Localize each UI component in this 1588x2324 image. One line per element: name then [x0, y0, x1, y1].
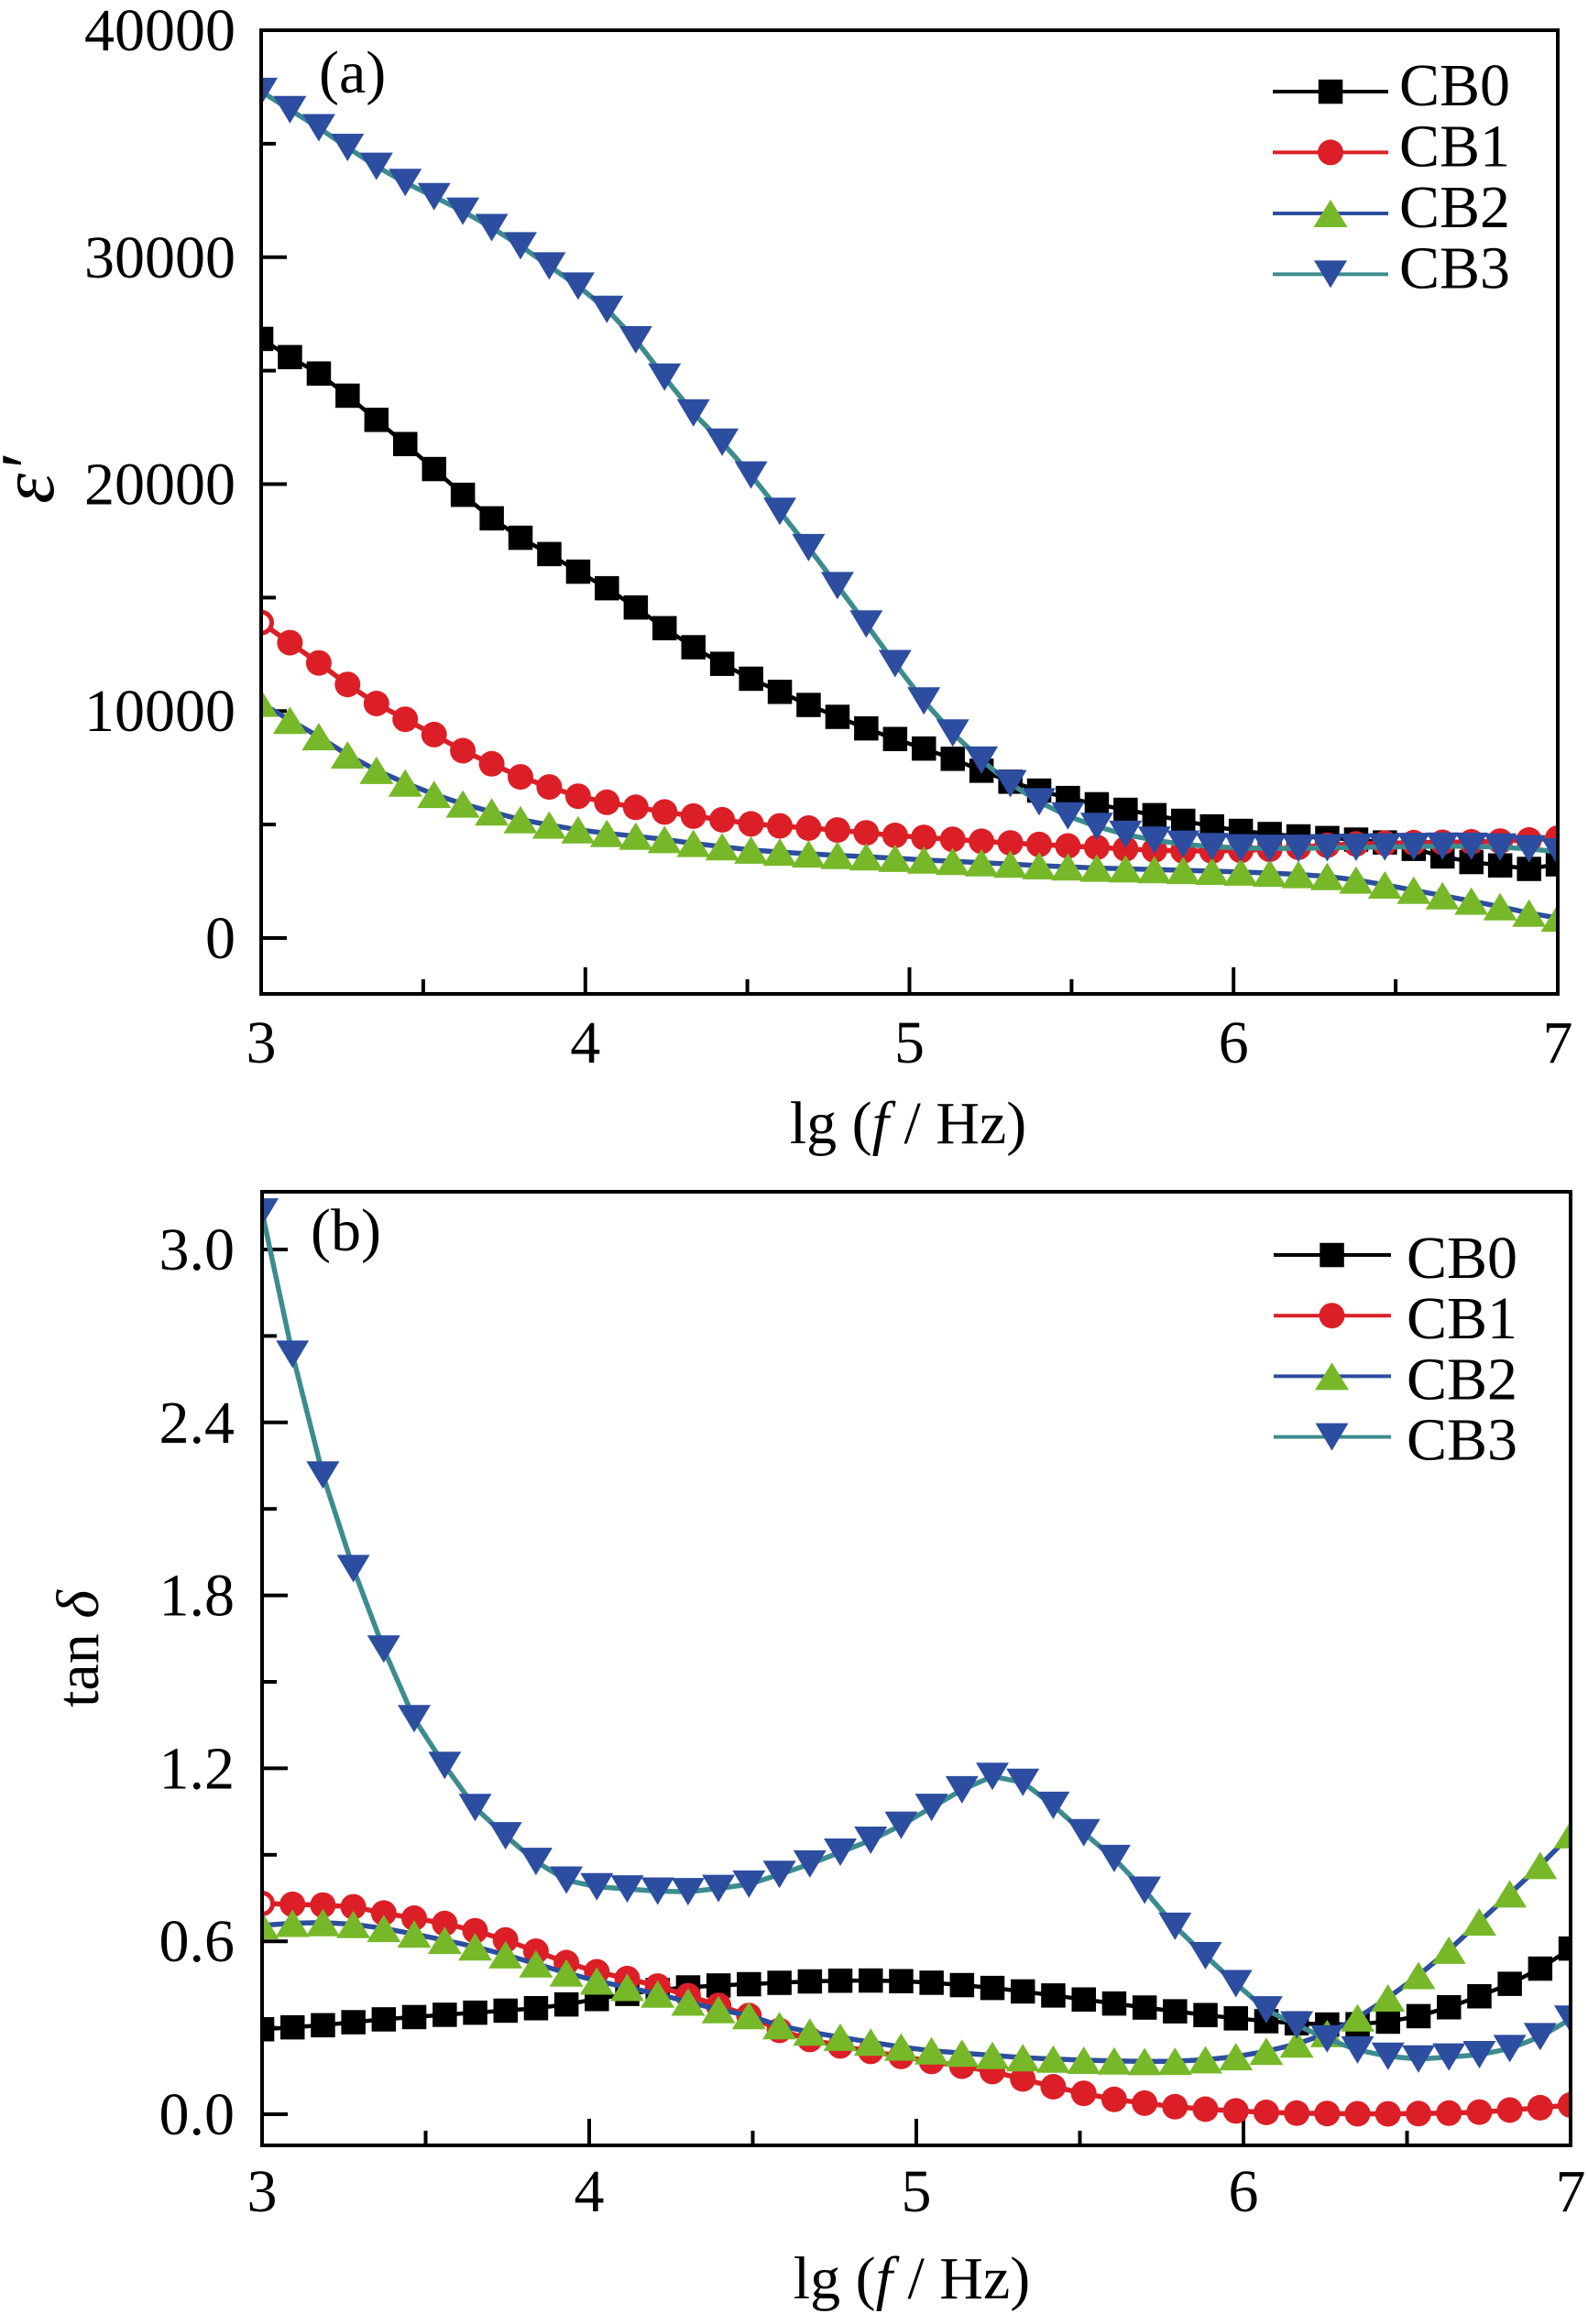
- svg-text:tan δ: tan δ: [45, 1589, 112, 1708]
- svg-text:6: 6: [1229, 2158, 1259, 2225]
- svg-text:20000: 20000: [84, 452, 235, 518]
- svg-text:lg (f / Hz): lg (f / Hz): [790, 1090, 1026, 1157]
- svg-text:5: 5: [894, 1009, 925, 1076]
- svg-text:2.4: 2.4: [159, 1390, 235, 1457]
- svg-text:4: 4: [570, 1009, 600, 1076]
- svg-text:3: 3: [247, 2158, 278, 2225]
- svg-text:10000: 10000: [84, 678, 235, 745]
- svg-text:(b): (b): [311, 1197, 381, 1264]
- svg-text:3: 3: [246, 1009, 277, 1076]
- svg-text:0.0: 0.0: [159, 2081, 235, 2148]
- svg-text:CB1: CB1: [1399, 113, 1510, 180]
- svg-text:ε′: ε′: [0, 455, 71, 504]
- svg-text:6: 6: [1219, 1009, 1249, 1076]
- svg-text:CB2: CB2: [1407, 1346, 1517, 1413]
- svg-text:5: 5: [902, 2158, 932, 2225]
- svg-text:1.8: 1.8: [159, 1563, 235, 1630]
- svg-text:(a): (a): [319, 39, 386, 106]
- svg-text:3.0: 3.0: [159, 1217, 235, 1283]
- svg-text:7: 7: [1556, 2158, 1586, 2225]
- svg-text:1.2: 1.2: [159, 1735, 235, 1802]
- svg-text:CB3: CB3: [1399, 235, 1510, 301]
- svg-text:lg (f / Hz): lg (f / Hz): [794, 2245, 1030, 2312]
- svg-text:0: 0: [205, 905, 235, 972]
- svg-text:CB1: CB1: [1407, 1285, 1517, 1352]
- svg-text:0.6: 0.6: [159, 1908, 235, 1975]
- svg-text:40000: 40000: [84, 0, 235, 64]
- svg-text:CB2: CB2: [1399, 174, 1510, 241]
- svg-text:CB0: CB0: [1407, 1225, 1517, 1292]
- svg-text:30000: 30000: [84, 224, 235, 291]
- svg-text:4: 4: [575, 2158, 605, 2225]
- svg-text:CB0: CB0: [1399, 52, 1510, 119]
- svg-text:7: 7: [1543, 1009, 1573, 1076]
- svg-text:CB3: CB3: [1407, 1407, 1517, 1474]
